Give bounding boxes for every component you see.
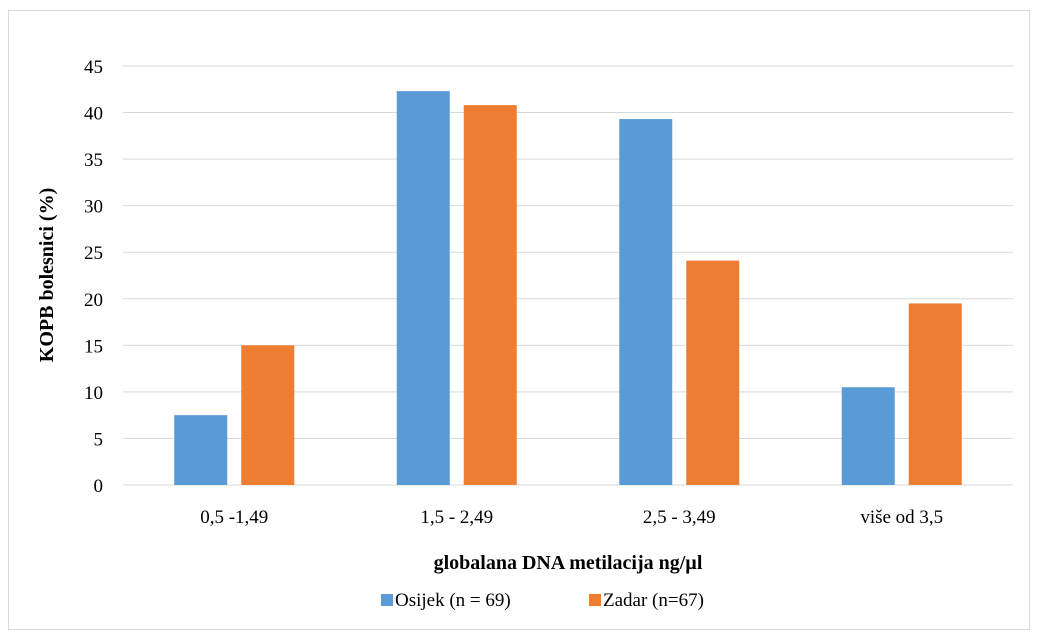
bar-osijek-1 xyxy=(396,91,450,485)
bar-zadar-1 xyxy=(463,105,517,486)
bar-osijek-2 xyxy=(619,119,673,485)
y-tick-label: 5 xyxy=(94,429,104,450)
legend-swatch xyxy=(589,594,601,606)
y-tick-label: 45 xyxy=(84,57,103,78)
bars xyxy=(174,91,962,486)
bar-zadar-3 xyxy=(908,303,962,485)
x-tick-label: više od 3,5 xyxy=(860,507,943,528)
y-tick-label: 25 xyxy=(84,243,103,264)
y-axis-title: KOPB bolesnici (%) xyxy=(36,188,58,362)
y-tick-label: 40 xyxy=(84,104,103,125)
x-axis-title: globalana DNA metilacija ng/µl xyxy=(434,552,703,574)
y-tick-label: 20 xyxy=(84,290,103,311)
bar-zadar-2 xyxy=(686,260,740,485)
x-tick-labels: 0,5 -1,49 1,5 - 2,49 2,5 - 3,49 više od 3,5 xyxy=(200,507,943,528)
y-tick-label: 15 xyxy=(84,336,103,357)
legend: Osijek (n = 69) Zadar (n=67) xyxy=(381,590,704,611)
bar-zadar-0 xyxy=(241,345,295,485)
x-tick-label: 1,5 - 2,49 xyxy=(420,507,493,528)
x-tick-label: 2,5 - 3,49 xyxy=(643,507,716,528)
y-tick-label: 0 xyxy=(94,476,104,497)
y-tick-label: 30 xyxy=(84,197,103,218)
chart-frame xyxy=(8,10,1030,630)
x-tick-label: 0,5 -1,49 xyxy=(200,507,268,528)
legend-label: Zadar (n=67) xyxy=(603,590,704,611)
bar-osijek-0 xyxy=(174,415,228,485)
y-tick-labels: 0 5 10 15 20 25 30 35 40 45 xyxy=(84,57,103,497)
legend-label: Osijek (n = 69) xyxy=(395,590,511,611)
bar-osijek-3 xyxy=(841,387,895,485)
y-tick-label: 10 xyxy=(84,383,103,404)
legend-swatch xyxy=(381,594,393,606)
y-tick-label: 35 xyxy=(84,150,103,171)
